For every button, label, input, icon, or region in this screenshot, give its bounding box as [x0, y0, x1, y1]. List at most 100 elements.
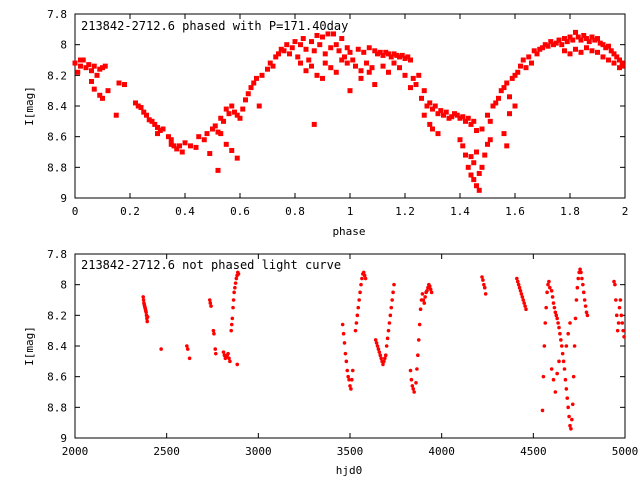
data-point — [391, 51, 397, 57]
data-point — [560, 351, 565, 356]
data-point — [383, 49, 389, 55]
data-point — [567, 414, 571, 419]
data-point — [520, 295, 525, 299]
y-tick-label: 8 — [60, 279, 67, 292]
x-tick-label: 0.4 — [175, 205, 195, 218]
data-point — [155, 131, 160, 137]
data-point — [410, 384, 415, 388]
data-point — [562, 48, 567, 54]
data-point — [589, 34, 595, 40]
data-point — [501, 131, 507, 137]
data-point — [613, 282, 617, 287]
data-point — [231, 298, 236, 302]
data-point — [512, 103, 518, 109]
data-point — [421, 112, 427, 118]
data-point — [566, 331, 570, 336]
data-point — [405, 54, 411, 60]
data-point — [100, 65, 105, 71]
x-tick-label: 2 — [622, 205, 629, 218]
data-point — [537, 46, 543, 52]
data-point — [377, 49, 383, 55]
data-point — [358, 68, 364, 74]
data-point — [256, 103, 262, 109]
data-point — [331, 31, 336, 37]
data-point — [424, 103, 430, 109]
data-point — [179, 149, 185, 155]
data-point — [575, 34, 581, 40]
data-point — [342, 341, 347, 345]
data-point — [375, 51, 380, 57]
data-point — [534, 51, 540, 57]
data-point — [174, 146, 180, 152]
data-point — [551, 42, 556, 48]
data-point — [559, 42, 565, 48]
data-point — [615, 328, 620, 333]
data-point — [619, 60, 625, 66]
data-point — [358, 290, 362, 295]
data-point — [391, 60, 397, 66]
data-point — [617, 57, 622, 63]
data-point — [347, 88, 353, 94]
data-point — [303, 46, 309, 52]
data-point — [97, 66, 103, 72]
data-point — [185, 347, 190, 351]
data-point — [425, 289, 429, 293]
data-point — [333, 69, 339, 75]
x-tick-label: 0.2 — [120, 205, 140, 218]
data-point — [228, 359, 232, 364]
data-point — [214, 351, 218, 356]
data-point — [578, 49, 584, 55]
data-point — [171, 143, 177, 149]
data-point — [570, 417, 574, 422]
data-point — [611, 51, 617, 57]
data-point — [526, 54, 532, 60]
data-point — [542, 42, 548, 48]
y-tick-label: 9 — [60, 432, 67, 445]
data-point — [515, 279, 520, 284]
data-point — [586, 39, 592, 45]
data-point — [374, 341, 379, 345]
data-point — [414, 381, 418, 385]
data-point — [309, 39, 314, 45]
data-point — [234, 112, 240, 118]
data-point — [223, 106, 229, 112]
data-point — [432, 103, 438, 109]
data-point — [465, 115, 471, 121]
data-point — [564, 344, 569, 348]
data-point — [614, 298, 618, 302]
data-point — [233, 281, 238, 285]
data-point — [320, 34, 325, 40]
data-point — [427, 284, 432, 289]
data-point — [314, 72, 320, 78]
data-point — [468, 154, 474, 160]
data-point — [592, 37, 598, 43]
data-point — [138, 105, 144, 111]
x-tick-label: 0 — [72, 205, 79, 218]
data-point — [369, 65, 375, 71]
data-point — [612, 279, 616, 284]
x-tick-label: 1.6 — [505, 205, 525, 218]
data-point — [543, 321, 548, 325]
data-point — [523, 304, 527, 308]
data-point — [89, 68, 94, 74]
data-point — [597, 40, 603, 46]
data-point — [566, 405, 570, 410]
data-point — [452, 111, 457, 117]
data-point — [476, 187, 482, 193]
data-point — [468, 121, 474, 127]
axis-ticks: 0 0.2 0.4 0.6 0.8 1 1.2 1.4 1.6 1.8 2 7.8 8 8.2 8.4 8.6… — [47, 8, 628, 218]
data-point — [487, 137, 493, 143]
data-point — [116, 80, 122, 86]
data-point — [333, 42, 339, 48]
data-point — [430, 126, 435, 132]
data-point — [611, 60, 617, 66]
data-point — [226, 111, 232, 117]
data-point — [208, 301, 213, 305]
data-point — [608, 48, 614, 54]
data-point — [482, 285, 487, 290]
data-point — [487, 118, 493, 124]
data-points — [72, 29, 625, 193]
data-point — [479, 126, 485, 132]
data-point — [322, 60, 328, 66]
data-point — [384, 344, 389, 348]
